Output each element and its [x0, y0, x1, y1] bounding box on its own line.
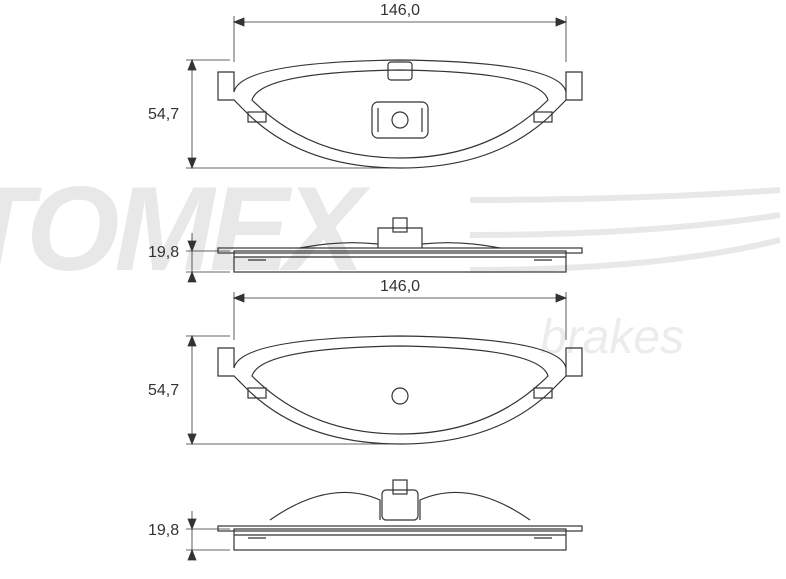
pad-b-front-view — [218, 336, 582, 444]
dim-pad-a-thick — [186, 233, 230, 282]
pad-a-side-view — [218, 218, 582, 272]
drawing-canvas — [0, 0, 786, 579]
pad-b-side-view — [218, 480, 582, 550]
dim-pad-a-width — [234, 16, 566, 62]
pad-a-front-view — [218, 60, 582, 168]
watermark-wing — [470, 190, 780, 270]
dim-pad-b-thick — [186, 511, 230, 560]
dim-pad-b-width — [234, 292, 566, 340]
